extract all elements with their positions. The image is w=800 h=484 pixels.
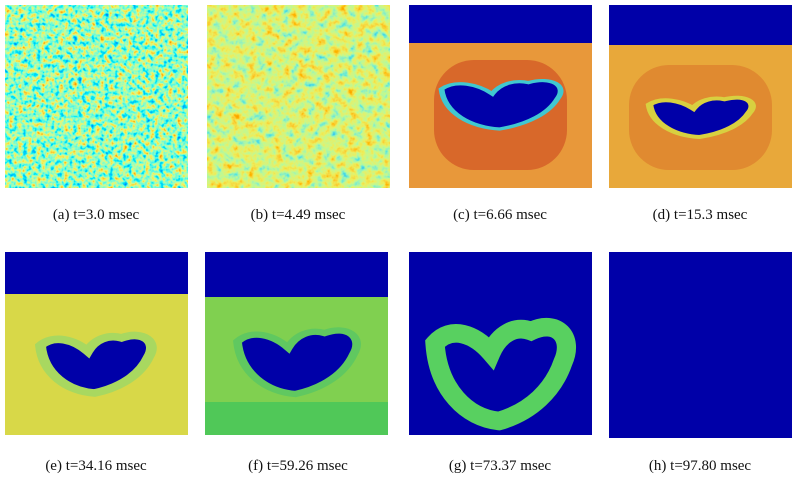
- panel-image: [5, 5, 188, 188]
- panel-image: [5, 252, 188, 435]
- caption: (f) t=59.26 msec: [248, 458, 348, 474]
- caption: (e) t=34.16 msec: [45, 458, 147, 474]
- caption: (d) t=15.3 msec: [653, 207, 748, 223]
- panel-image: [207, 5, 390, 188]
- panel-image: [409, 5, 592, 188]
- caption: (a) t=3.0 msec: [53, 207, 140, 223]
- caption: (g) t=73.37 msec: [449, 458, 552, 474]
- panel-image: [609, 5, 792, 188]
- panel-image: [609, 252, 792, 438]
- panel-image: [409, 252, 592, 435]
- caption: (c) t=6.66 msec: [453, 207, 547, 223]
- panel-image: [205, 252, 388, 435]
- caption: (h) t=97.80 msec: [649, 458, 752, 474]
- caption: (b) t=4.49 msec: [251, 207, 346, 223]
